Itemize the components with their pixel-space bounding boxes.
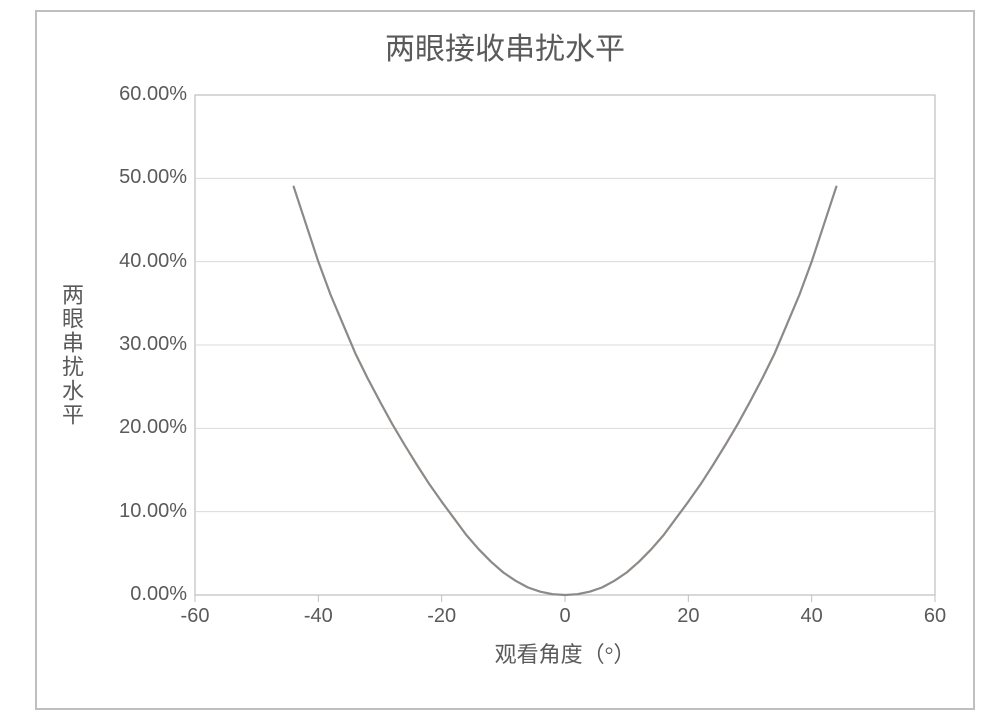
y-tick-label: 40.00% (97, 250, 187, 273)
y-tick-label: 50.00% (97, 166, 187, 189)
x-tick-label: 40 (782, 605, 842, 628)
y-tick-label: 30.00% (97, 333, 187, 356)
x-tick-label: -20 (412, 605, 472, 628)
y-tick-label: 10.00% (97, 500, 187, 523)
y-tick-label: 20.00% (97, 416, 187, 439)
plot-area (0, 0, 1000, 721)
y-tick-label: 60.00% (97, 83, 187, 106)
x-tick-label: -40 (288, 605, 348, 628)
x-tick-label: 60 (905, 605, 965, 628)
x-tick-label: -60 (165, 605, 225, 628)
x-tick-label: 0 (535, 605, 595, 628)
x-tick-label: 20 (658, 605, 718, 628)
y-tick-label: 0.00% (97, 583, 187, 606)
